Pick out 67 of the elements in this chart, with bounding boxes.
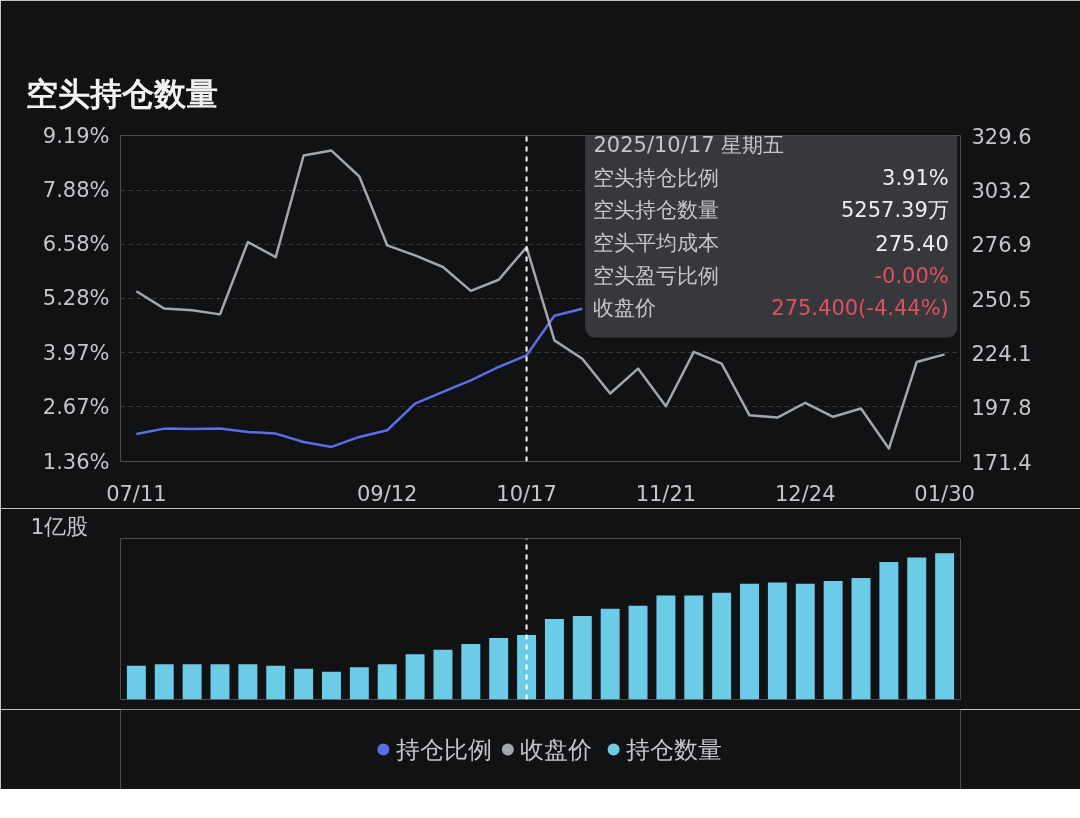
- bar: [461, 643, 481, 700]
- y2-tick-label: 171.4: [971, 450, 1032, 475]
- bar: [600, 608, 620, 700]
- bar: [767, 582, 787, 700]
- y-tick-label: 9.19%: [42, 123, 110, 148]
- y-tick-label: 7.88%: [42, 178, 110, 203]
- annotation: 空头持仓数量: [593, 198, 720, 223]
- annotation: -0.00%: [874, 263, 949, 288]
- x-tick-label: 09/12: [356, 481, 418, 506]
- bar: [294, 668, 314, 700]
- bar: [405, 654, 425, 700]
- x-tick-label: 11/21: [635, 481, 697, 506]
- chart-title: 空头持仓数量: [25, 75, 218, 113]
- y2-tick-label: 276.9: [971, 233, 1032, 258]
- annotation: 5257.39万: [840, 198, 949, 223]
- bar: [907, 557, 927, 700]
- bar: [712, 592, 732, 700]
- annotation: 空头平均成本: [593, 231, 720, 256]
- bar: [517, 635, 537, 700]
- annotation: 空头持仓比例: [593, 165, 720, 190]
- bar: [935, 553, 955, 700]
- bar: [210, 664, 230, 700]
- legend-label: 持仓数量: [626, 735, 723, 764]
- annotation: 275.40: [875, 232, 949, 257]
- annotation: 2025/10/17 星期五: [593, 133, 785, 158]
- bar: [656, 595, 676, 700]
- bar: [126, 665, 146, 700]
- y2-tick-label: 250.5: [971, 287, 1032, 312]
- y2-tick-label: 303.2: [971, 178, 1032, 203]
- bar: [684, 595, 704, 700]
- bar: [628, 605, 648, 700]
- bar: [266, 665, 286, 700]
- x-tick-label: 12/24: [775, 481, 836, 506]
- y-tick-label: 6.58%: [42, 232, 110, 257]
- bar: [322, 671, 341, 700]
- annotation: 空头盈亏比例: [593, 263, 720, 288]
- line-series: [135, 307, 584, 449]
- y-tick-label: 1.36%: [42, 449, 110, 474]
- legend-label: 持仓比例: [395, 735, 492, 764]
- annotation: 3.91%: [882, 165, 949, 190]
- bar: [851, 578, 871, 700]
- bar: [154, 664, 174, 700]
- y2-tick-label: 329.6: [971, 124, 1032, 149]
- bar: [572, 616, 592, 700]
- bar: [433, 649, 453, 700]
- bar: [795, 583, 815, 700]
- bar: [544, 619, 564, 700]
- bar: [879, 561, 899, 700]
- bar: [238, 664, 258, 700]
- x-tick-label: 10/17: [496, 481, 557, 506]
- bar: [349, 667, 369, 700]
- annotation: 收盘价: [593, 296, 657, 321]
- legend-label: 收盘价: [520, 735, 593, 764]
- bar: [740, 583, 759, 700]
- y-tick-label: 2.67%: [42, 394, 110, 419]
- y2-tick-label: 197.8: [971, 396, 1032, 421]
- y-tick-label: 3.97%: [42, 340, 110, 365]
- y-axis-title: 1亿股: [30, 513, 89, 539]
- x-tick-label: 07/11: [106, 481, 167, 506]
- bar: [823, 580, 843, 700]
- annotation: 275.400(-4.44%): [771, 296, 949, 321]
- x-tick-label: 01/30: [914, 481, 975, 506]
- bar: [377, 664, 397, 700]
- y-tick-label: 5.28%: [42, 286, 110, 311]
- y2-tick-label: 224.1: [971, 341, 1032, 366]
- bar: [182, 664, 202, 700]
- bar: [489, 638, 509, 700]
